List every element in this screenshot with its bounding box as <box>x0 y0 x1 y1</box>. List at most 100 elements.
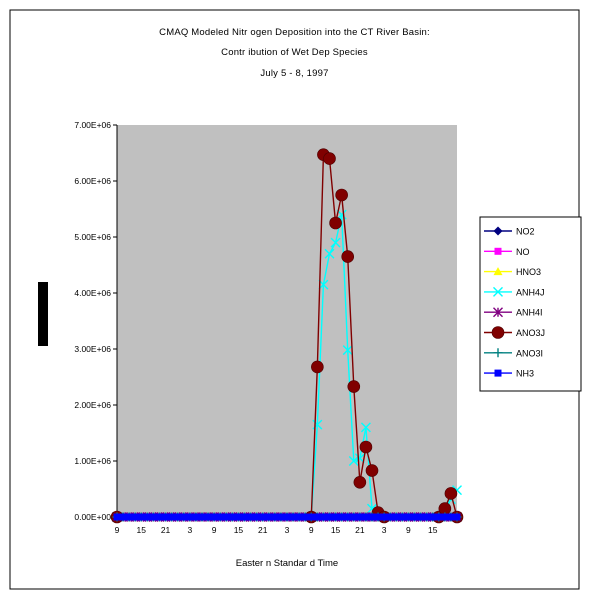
data-point-nh3 <box>319 513 327 521</box>
data-point-nh3 <box>198 513 206 521</box>
data-point-nh3 <box>338 513 346 521</box>
legend-label-ano3j: ANO3J <box>516 328 545 338</box>
data-point-nh3 <box>344 513 352 521</box>
data-point-anh4j <box>348 456 359 466</box>
data-point-nh3 <box>283 513 291 521</box>
data-point-ano3j <box>347 380 361 393</box>
plot-area <box>117 125 457 517</box>
data-point-ano3j <box>359 440 373 454</box>
data-point-nh3 <box>156 513 163 521</box>
data-point-nh3 <box>411 513 418 521</box>
data-point-anh4j <box>360 422 371 433</box>
x-tick-label: 9 <box>115 525 120 535</box>
data-point-nh3 <box>447 513 455 521</box>
data-point-nh3 <box>356 513 364 521</box>
y-tick-label: 6.00E+06 <box>74 176 111 186</box>
legend-item-nh3: NH3 <box>484 369 534 379</box>
x-tick-label: 9 <box>309 525 314 535</box>
data-point-nh3 <box>350 513 358 521</box>
data-point-ano3j <box>323 152 336 165</box>
x-tick-label: 21 <box>258 525 268 535</box>
data-point-nh3 <box>423 513 431 521</box>
data-point-nh3 <box>453 513 461 521</box>
data-point-nh3 <box>368 513 376 521</box>
y-tick-label: 4.00E+06 <box>74 288 111 298</box>
legend-box <box>479 216 582 392</box>
data-point-nh3 <box>247 513 255 521</box>
legend-marker-no2 <box>493 226 503 236</box>
data-point-nh3 <box>392 513 400 521</box>
data-point-nh3 <box>137 513 145 521</box>
data-point-nh3 <box>259 513 267 521</box>
legend-item-no2: NO2 <box>484 226 535 237</box>
data-point-nh3 <box>168 513 176 521</box>
data-point-nh3 <box>386 513 394 521</box>
data-point-nh3 <box>307 513 315 521</box>
legend-label-nh3: NH3 <box>516 369 534 379</box>
data-point-nh3 <box>313 513 321 521</box>
x-tick-label: 15 <box>428 525 438 535</box>
y-tick-label: 7.00E+06 <box>74 120 111 130</box>
chart-title-line-1: CMAQ Modeled Nitr ogen Deposition into t… <box>159 27 430 38</box>
y-tick-label: 3.00E+06 <box>74 344 111 354</box>
x-tick-label: 9 <box>212 525 217 535</box>
x-tick-label: 15 <box>234 525 244 535</box>
x-tick-label: 21 <box>355 525 365 535</box>
legend-item-anh4i: ANH4I <box>484 307 543 318</box>
legend-marker-anh4j <box>493 286 503 297</box>
data-point-ano3j <box>311 360 324 374</box>
data-point-nh3 <box>404 513 412 521</box>
data-point-anh4j <box>342 345 353 356</box>
data-point-nh3 <box>253 513 261 521</box>
x-tick-label: 9 <box>406 525 411 535</box>
data-point-ano3j <box>444 487 458 500</box>
data-point-nh3 <box>149 513 157 521</box>
data-point-nh3 <box>362 513 370 521</box>
data-point-nh3 <box>429 513 437 521</box>
legend-marker-no <box>494 247 502 255</box>
y-tick-label: 5.00E+06 <box>74 232 111 242</box>
legend-item-anh4j: ANH4J <box>484 286 545 297</box>
data-point-nh3 <box>435 513 443 521</box>
x-tick-label: 21 <box>161 525 171 535</box>
x-tick-label: 3 <box>382 525 387 535</box>
y-tick-label: 0.00E+00 <box>74 512 111 522</box>
x-tick-label: 3 <box>187 525 192 535</box>
data-point-nh3 <box>180 513 188 521</box>
data-point-nh3 <box>162 513 170 521</box>
legend-item-hno3: HNO3 <box>484 267 541 277</box>
data-point-nh3 <box>277 513 285 521</box>
series-layer <box>110 148 464 524</box>
data-point-nh3 <box>289 513 297 521</box>
data-point-nh3 <box>192 513 200 521</box>
data-point-nh3 <box>113 513 121 521</box>
y-tick-label: 1.00E+06 <box>74 456 111 466</box>
data-point-nh3 <box>265 513 273 521</box>
data-point-nh3 <box>271 513 279 521</box>
legend-item-no: NO <box>484 247 530 257</box>
legend-marker-hno3 <box>493 267 503 276</box>
chart-title-line-3: July 5 - 8, 1997 <box>260 68 329 79</box>
data-point-ano3j <box>329 216 342 230</box>
y-tick-label: 2.00E+06 <box>74 400 111 410</box>
data-point-nh3 <box>374 513 382 521</box>
data-point-nh3 <box>204 513 212 521</box>
data-point-nh3 <box>398 513 406 521</box>
data-point-ano3j <box>365 464 379 477</box>
x-tick-label: 15 <box>137 525 147 535</box>
chart-title-line-2: Contr ibution of Wet Dep Species <box>221 47 368 58</box>
data-point-nh3 <box>295 513 303 521</box>
legend-item-ano3j: ANO3J <box>484 326 545 339</box>
legend-label-no: NO <box>516 247 530 257</box>
data-point-nh3 <box>301 513 309 521</box>
x-tick-label: 15 <box>331 525 341 535</box>
data-point-nh3 <box>332 513 340 521</box>
legend-label-anh4j: ANH4J <box>516 287 545 297</box>
data-point-nh3 <box>186 513 194 521</box>
y-axis-label-block <box>38 282 48 346</box>
data-point-nh3 <box>234 513 242 521</box>
data-point-nh3 <box>210 513 218 521</box>
data-point-nh3 <box>241 513 248 521</box>
legend-label-ano3i: ANO3I <box>516 348 543 358</box>
